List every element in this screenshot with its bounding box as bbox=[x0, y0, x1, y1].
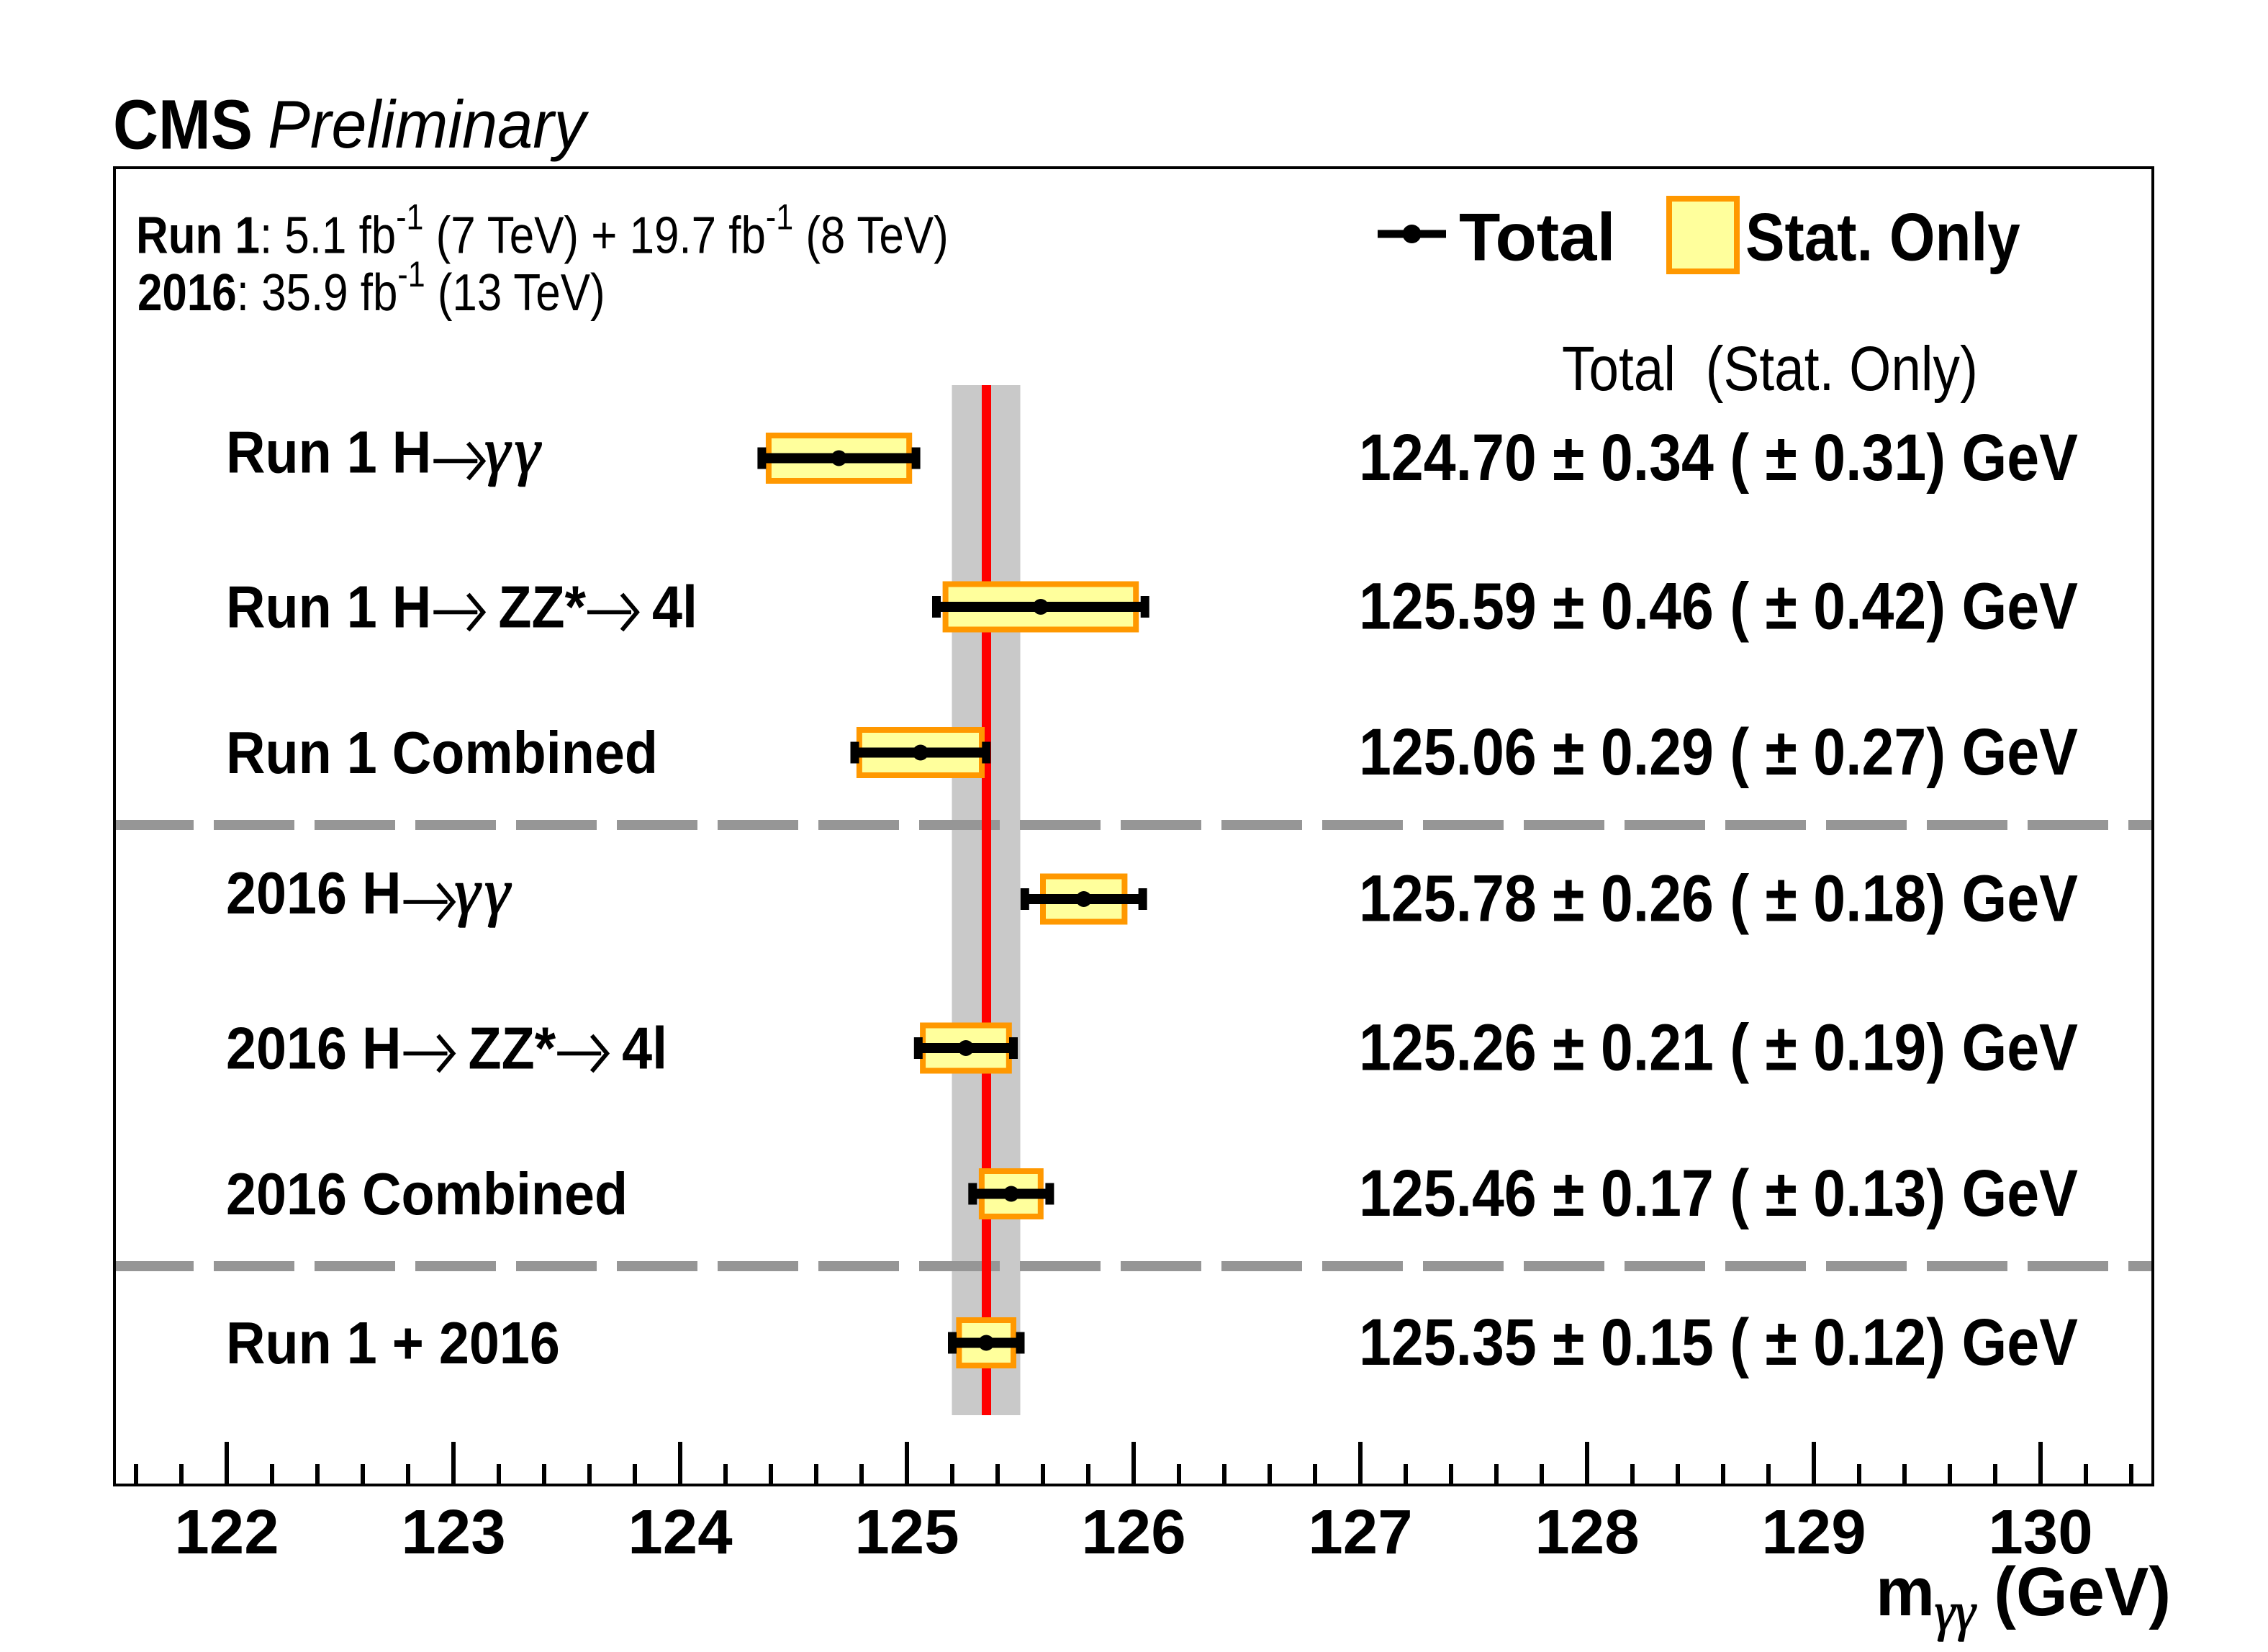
svg-text:2016 Combined: 2016 Combined bbox=[226, 1160, 628, 1227]
svg-text:124.70 ± 0.34 ( ± 0.31) GeV: 124.70 ± 0.34 ( ± 0.31) GeV bbox=[1359, 421, 2078, 495]
svg-text:129: 129 bbox=[1761, 1497, 1866, 1567]
svg-text:125.46 ± 0.17 ( ± 0.13) GeV: 125.46 ± 0.17 ( ± 0.13) GeV bbox=[1359, 1157, 2078, 1230]
svg-text:125.59 ± 0.46 ( ± 0.42) GeV: 125.59 ± 0.46 ( ± 0.42) GeV bbox=[1359, 570, 2078, 644]
svg-text:125.78 ± 0.26 ( ± 0.18) GeV: 125.78 ± 0.26 ( ± 0.18) GeV bbox=[1359, 862, 2078, 936]
svg-text:Preliminary: Preliminary bbox=[268, 87, 589, 163]
svg-text:2016 H: 2016 H bbox=[226, 859, 402, 926]
svg-text:2016 H: 2016 H bbox=[226, 1014, 402, 1081]
svg-text:Stat. Only: Stat. Only bbox=[1745, 199, 2020, 275]
svg-text:γγ: γγ bbox=[455, 857, 515, 928]
svg-text:γγ: γγ bbox=[484, 416, 544, 487]
svg-text:mγγ (GeV): mγγ (GeV) bbox=[1876, 1553, 2171, 1641]
svg-text:CMS: CMS bbox=[113, 85, 253, 163]
svg-text:125.26 ± 0.21 ( ± 0.19) GeV: 125.26 ± 0.21 ( ± 0.19) GeV bbox=[1359, 1011, 2078, 1085]
svg-text:ZZ*: ZZ* bbox=[453, 1014, 556, 1081]
svg-text:128: 128 bbox=[1535, 1497, 1639, 1567]
svg-text:127: 127 bbox=[1308, 1497, 1412, 1567]
svg-text:Total (Stat. Only): Total (Stat. Only) bbox=[1562, 335, 1978, 405]
svg-text:126: 126 bbox=[1081, 1497, 1185, 1567]
svg-text:123: 123 bbox=[401, 1497, 505, 1567]
svg-text:Run 1 H: Run 1 H bbox=[226, 418, 431, 485]
svg-text:Run 1: 5.1 fb-1 (7 TeV) + 19.7: Run 1: 5.1 fb-1 (7 TeV) + 19.7 fb-1 (8 T… bbox=[136, 197, 949, 264]
svg-text:125.35 ± 0.15 ( ± 0.12) GeV: 125.35 ± 0.15 ( ± 0.12) GeV bbox=[1359, 1306, 2078, 1379]
svg-text:ZZ*: ZZ* bbox=[483, 573, 586, 640]
svg-text:2016: 35.9 fb-1 (13 TeV): 2016: 35.9 fb-1 (13 TeV) bbox=[137, 254, 605, 322]
svg-text:122: 122 bbox=[174, 1497, 279, 1567]
svg-text:4l: 4l bbox=[607, 1014, 667, 1081]
svg-text:4l: 4l bbox=[637, 573, 697, 640]
svg-text:124: 124 bbox=[628, 1497, 732, 1567]
svg-text:125.06 ± 0.29 ( ± 0.27) GeV: 125.06 ± 0.29 ( ± 0.27) GeV bbox=[1359, 716, 2078, 789]
svg-text:Run 1 Combined: Run 1 Combined bbox=[226, 719, 658, 786]
svg-text:Run 1 + 2016: Run 1 + 2016 bbox=[226, 1309, 560, 1376]
svg-text:125: 125 bbox=[854, 1497, 959, 1567]
svg-text:Total: Total bbox=[1459, 199, 1616, 275]
svg-text:Run 1 H: Run 1 H bbox=[226, 573, 431, 640]
svg-text:130: 130 bbox=[1988, 1497, 2092, 1567]
